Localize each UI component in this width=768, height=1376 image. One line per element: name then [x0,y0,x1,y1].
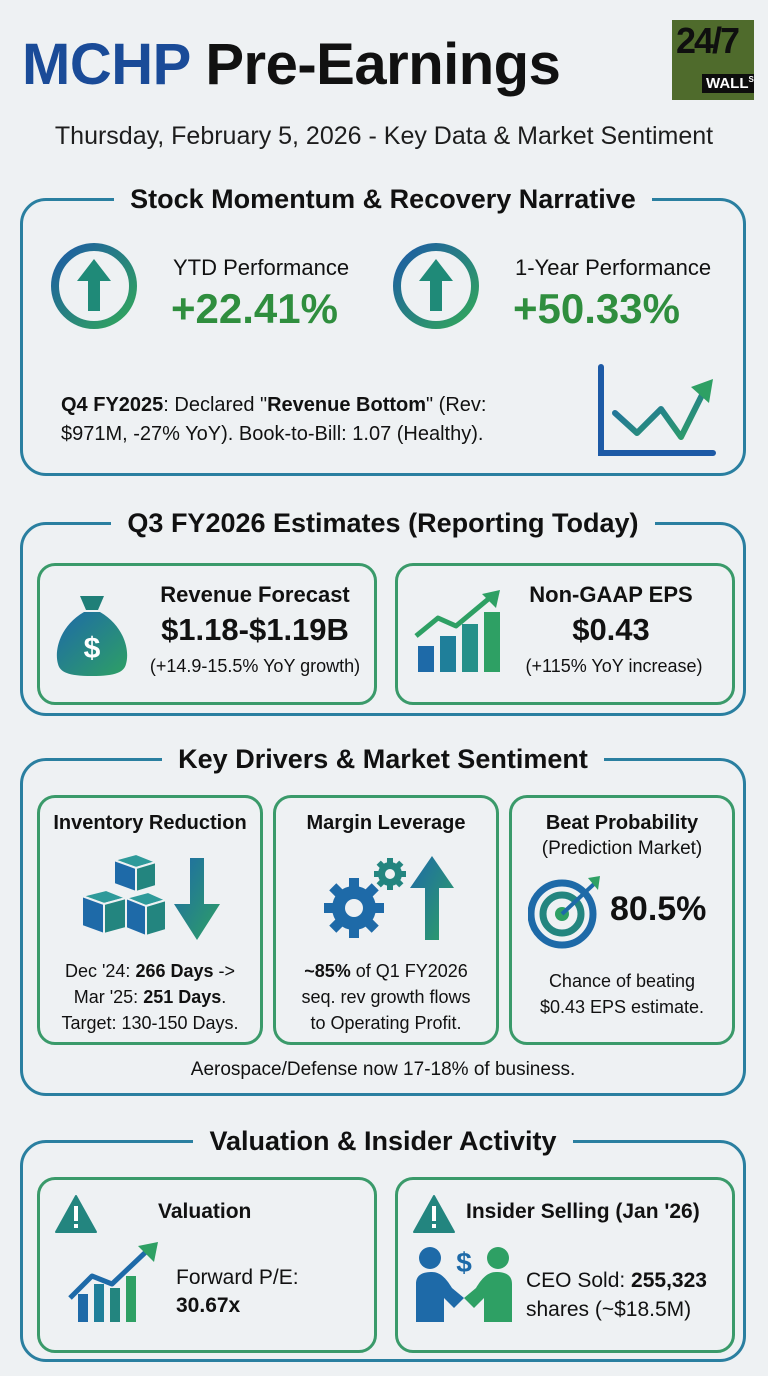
aerospace-note: Aerospace/Defense now 17-18% of business… [190,1059,576,1080]
growth-chart-icon [68,1242,158,1322]
beat-card: Beat Probability (Prediction Market) 80.… [509,795,735,1045]
q4-note: Q4 FY2025: Declared "Revenue Bottom" (Re… [61,394,487,445]
beat-label: Beat Probability [545,812,699,834]
gears-up-icon [324,856,454,940]
year-value: +50.33% [513,285,680,332]
valuation-label: Valuation [158,1200,252,1223]
ceo-sold-text: CEO Sold: 255,323 shares (~$18.5M) [526,1269,707,1321]
money-bag-icon: $ [56,596,128,676]
pe-label: Forward P/E: [176,1266,299,1289]
pe-value: 30.67x [176,1294,241,1317]
inventory-text: Dec '24: 266 Days -> Mar '25: 251 Days. … [61,961,239,1033]
warning-icon [413,1195,455,1233]
beat-sublabel: (Prediction Market) [541,838,703,859]
revenue-label: Revenue Forecast [160,582,350,607]
inventory-label: Inventory Reduction [53,812,247,834]
momentum-panel: Stock Momentum & Recovery Narrative YTD … [20,184,746,476]
revenue-value: $1.18-$1.19B [161,612,349,647]
page-title: MCHP Pre-Earnings [22,30,561,100]
bar-chart-up-icon [414,590,500,672]
ytd-up-arrow-icon [51,243,137,329]
revenue-note: (+14.9-15.5% YoY growth) [149,656,361,676]
inventory-card: Inventory Reduction Dec '24: 266 Days ->… [37,795,263,1045]
ticker: MCHP [22,32,190,97]
eps-card: Non-GAAP EPS $0.43 (+115% YoY increase) [395,563,735,705]
eps-note: (+115% YoY increase) [525,656,703,676]
estimates-title: Q3 FY2026 Estimates (Reporting Today) [23,508,743,539]
valuation-title: Valuation & Insider Activity [23,1126,743,1157]
margin-label: Margin Leverage [306,812,466,834]
year-label: 1-Year Performance [515,255,712,280]
year-up-arrow-icon [393,243,479,329]
insider-label: Insider Selling (Jan '26) [466,1200,700,1223]
beat-value: 80.5% [610,890,707,928]
eps-value: $0.43 [572,612,650,647]
margin-card: Margin Leverage ~85% of Q1 FY2026 [273,795,499,1045]
revenue-card: $ Revenue Forecast $1.18-$1.19B (+14.9-1… [37,563,377,705]
logo-number: 24/7 [676,20,740,61]
eps-label: Non-GAAP EPS [529,582,693,607]
ytd-value: +22.41% [171,285,338,332]
subtitle: Thursday, February 5, 2026 - Key Data & … [54,122,714,150]
valuation-card: Valuation Forward P/E: 30.67x [37,1177,377,1353]
drivers-panel: Key Drivers & Market Sentiment Inventory… [20,744,746,1096]
title-rest: Pre-Earnings [189,32,561,97]
momentum-title: Stock Momentum & Recovery Narrative [23,184,743,215]
margin-text: ~85% of Q1 FY2026 seq. rev growth flows … [301,961,471,1033]
target-icon [528,876,600,949]
boxes-down-icon [80,854,220,940]
drivers-title: Key Drivers & Market Sentiment [23,744,743,775]
warning-icon [55,1195,97,1233]
ytd-label: YTD Performance [173,255,350,280]
handshake-dollar-icon: $ [416,1247,512,1322]
estimates-panel: Q3 FY2026 Estimates (Reporting Today) $ … [20,508,746,716]
beat-text: Chance of beating $0.43 EPS estimate. [539,971,705,1017]
svg-text:$: $ [84,632,101,665]
trend-chart-icon [598,364,716,456]
svg-text:$: $ [456,1247,472,1278]
insider-card: Insider Selling (Jan '26) $ CEO Sold: 25… [395,1177,735,1353]
valuation-panel: Valuation & Insider Activity Valuation F… [20,1126,746,1362]
